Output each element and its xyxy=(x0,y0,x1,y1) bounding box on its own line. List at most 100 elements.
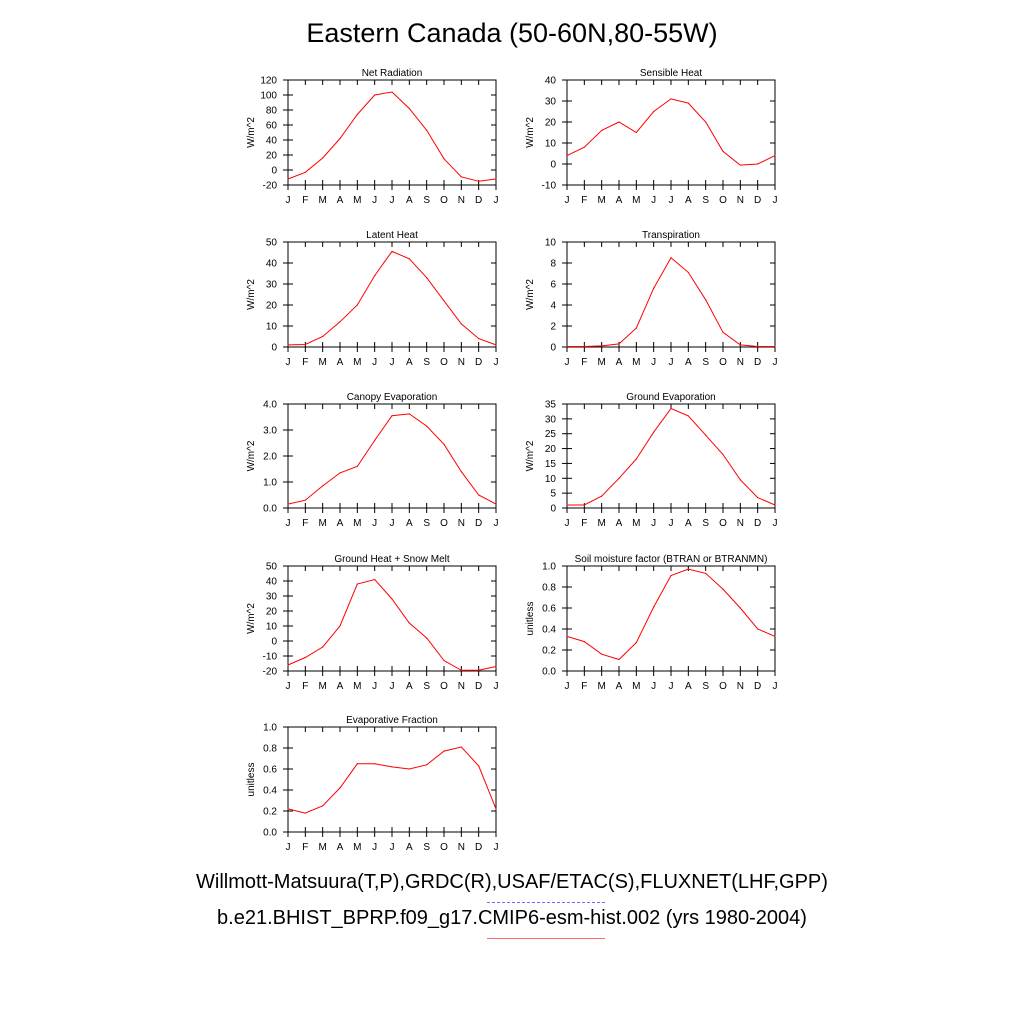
data-point xyxy=(426,764,428,766)
data-point xyxy=(391,91,393,93)
series-line xyxy=(287,250,497,346)
data-point xyxy=(722,150,724,152)
y-axis-label: W/m^2 xyxy=(246,117,257,148)
data-point xyxy=(653,110,655,113)
data-point xyxy=(705,299,707,301)
x-tick-label: M xyxy=(632,357,640,368)
chart-title: Soil moisture factor (BTRAN or BTRANMN) xyxy=(575,554,768,565)
y-tick-label: 0 xyxy=(550,160,556,171)
y-tick-label: 0 xyxy=(550,343,556,354)
y-tick-label: 2.0 xyxy=(263,452,277,463)
x-tick-label: D xyxy=(475,842,482,853)
data-point xyxy=(426,425,428,427)
x-tick-label: M xyxy=(597,195,605,206)
x-tick-label: O xyxy=(719,681,727,692)
y-tick-label: 0 xyxy=(271,637,277,648)
data-point xyxy=(391,250,393,253)
x-tick-label: O xyxy=(719,195,727,206)
y-tick-label: 10 xyxy=(545,474,557,485)
data-point xyxy=(635,131,637,134)
data-point xyxy=(583,146,585,148)
y-tick-label: 0.8 xyxy=(263,744,277,755)
data-point xyxy=(408,107,410,110)
chart-panel: Soil moisture factor (BTRAN or BTRANMN) u… xyxy=(525,554,778,692)
y-axis-label: W/m^2 xyxy=(246,440,257,471)
data-point xyxy=(705,434,707,436)
x-tick-label: J xyxy=(372,518,377,529)
x-tick-label: J xyxy=(651,681,656,692)
x-tick-label: J xyxy=(773,357,778,368)
y-tick-label: -20 xyxy=(263,667,278,678)
y-tick-label: 0.8 xyxy=(542,583,556,594)
data-point xyxy=(687,568,689,570)
data-point xyxy=(391,766,393,768)
y-tick-label: 50 xyxy=(266,238,278,249)
data-point xyxy=(774,345,776,348)
y-tick-label: 30 xyxy=(266,592,278,603)
x-tick-label: F xyxy=(581,357,587,368)
legend-model-swatch xyxy=(487,938,605,939)
data-point xyxy=(566,504,568,506)
y-axis-label: W/m^2 xyxy=(525,279,536,310)
data-point xyxy=(374,763,376,765)
x-tick-label: A xyxy=(406,842,413,853)
y-tick-label: 0.6 xyxy=(542,604,556,615)
x-tick-label: A xyxy=(685,195,692,206)
data-point xyxy=(705,572,707,574)
y-axis-label: W/m^2 xyxy=(525,117,536,148)
x-tick-label: J xyxy=(286,681,291,692)
data-point xyxy=(322,646,324,648)
data-point xyxy=(670,407,672,410)
data-point xyxy=(322,157,324,159)
x-tick-label: N xyxy=(458,195,465,206)
x-tick-label: M xyxy=(318,681,326,692)
x-tick-label: J xyxy=(372,681,377,692)
x-tick-label: D xyxy=(475,357,482,368)
x-tick-label: J xyxy=(286,842,291,853)
y-tick-label: 1.0 xyxy=(542,562,556,573)
chart-title: Ground Heat + Snow Melt xyxy=(334,554,450,565)
data-point xyxy=(478,180,480,182)
data-point xyxy=(653,606,655,608)
data-point xyxy=(322,485,324,487)
data-point xyxy=(478,338,480,340)
data-point xyxy=(601,129,603,131)
x-tick-label: D xyxy=(754,357,761,368)
x-tick-label: A xyxy=(616,357,623,368)
data-point xyxy=(478,669,480,671)
data-point xyxy=(339,137,341,140)
data-point xyxy=(339,625,341,627)
y-tick-label: 40 xyxy=(266,136,278,147)
data-point xyxy=(774,155,776,157)
data-point xyxy=(356,465,358,467)
y-tick-label: -20 xyxy=(263,181,278,192)
x-tick-label: F xyxy=(581,195,587,206)
x-tick-label: O xyxy=(440,357,448,368)
data-point xyxy=(757,163,759,165)
x-tick-label: A xyxy=(406,357,413,368)
data-point xyxy=(356,304,358,306)
data-point xyxy=(339,787,341,789)
x-tick-label: O xyxy=(440,518,448,529)
data-point xyxy=(460,746,462,748)
data-point xyxy=(722,588,724,590)
x-tick-label: F xyxy=(302,195,308,206)
data-point xyxy=(374,94,376,96)
y-tick-label: 10 xyxy=(545,139,557,150)
x-tick-label: J xyxy=(565,195,570,206)
data-point xyxy=(495,178,497,180)
x-tick-label: N xyxy=(737,681,744,692)
y-tick-label: 20 xyxy=(266,151,278,162)
data-point xyxy=(705,121,707,123)
data-point xyxy=(391,415,393,417)
x-tick-label: A xyxy=(337,681,344,692)
data-point xyxy=(774,504,776,506)
y-tick-label: 4 xyxy=(550,301,556,312)
y-tick-label: 0.6 xyxy=(263,765,277,776)
data-point xyxy=(374,275,376,277)
data-point xyxy=(495,344,497,346)
